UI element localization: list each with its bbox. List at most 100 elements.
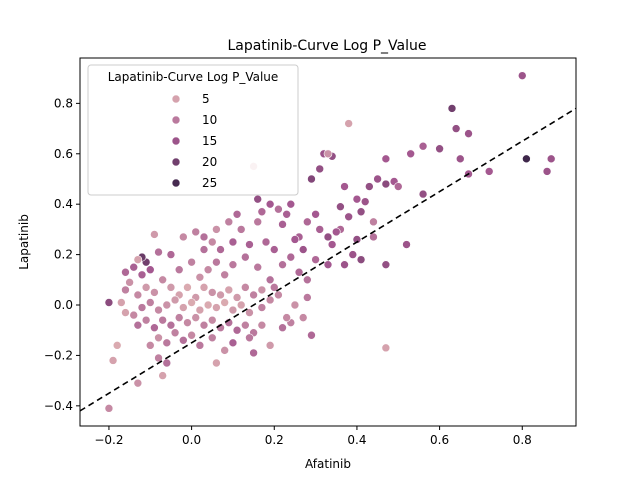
data-point: [484, 167, 494, 176]
data-point: [191, 227, 201, 237]
data-point: [145, 265, 155, 275]
chart-title: Lapatinib-Curve Log P_Value: [227, 38, 426, 54]
data-point: [154, 333, 163, 343]
data-point: [154, 353, 163, 363]
data-point: [158, 315, 167, 325]
data-point: [303, 217, 312, 227]
data-point: [546, 154, 556, 164]
data-point: [154, 305, 163, 315]
data-point: [352, 235, 362, 244]
data-point: [104, 404, 114, 413]
y-tick-label: 0.4: [54, 197, 73, 211]
data-point: [183, 318, 192, 327]
data-point: [145, 341, 155, 350]
x-axis: −0.2 0.0 0.2 0.4 0.6 0.8: [94, 426, 532, 447]
data-point: [323, 260, 333, 269]
data-point: [195, 341, 205, 350]
data-point: [298, 313, 308, 322]
x-tick-label: 0.6: [430, 433, 449, 447]
data-point: [207, 315, 217, 325]
data-point: [162, 300, 172, 310]
data-point: [199, 232, 209, 242]
data-point: [179, 335, 188, 345]
data-point: [307, 330, 316, 340]
data-point: [336, 202, 345, 212]
legend-box: [87, 64, 299, 196]
data-point: [274, 204, 283, 214]
data-point: [137, 303, 147, 312]
data-point: [203, 265, 213, 275]
data-point: [145, 298, 155, 307]
data-point: [129, 310, 139, 320]
data-point: [455, 154, 465, 164]
data-point: [269, 245, 279, 254]
data-point: [141, 283, 151, 292]
data-point: [133, 320, 143, 330]
data-point: [162, 338, 172, 348]
data-point: [241, 320, 250, 330]
data-point: [179, 303, 188, 312]
data-point: [117, 298, 126, 307]
data-point: [356, 255, 366, 264]
data-point: [323, 232, 333, 242]
data-point: [542, 167, 552, 176]
data-point: [278, 220, 287, 229]
data-point: [141, 315, 151, 325]
legend-label: 10: [202, 113, 217, 127]
data-point: [360, 197, 370, 206]
data-point: [220, 298, 229, 307]
data-point: [220, 346, 229, 355]
legend-marker: [171, 115, 181, 125]
data-point: [340, 260, 349, 269]
data-point: [369, 217, 378, 227]
data-point: [257, 320, 267, 330]
data-point: [232, 209, 242, 219]
data-point: [108, 356, 118, 365]
data-point: [166, 320, 176, 330]
data-point: [212, 358, 221, 368]
data-point: [265, 295, 275, 305]
data-point: [348, 250, 358, 259]
data-point: [241, 252, 250, 262]
data-point: [199, 283, 209, 292]
data-point: [212, 225, 221, 234]
data-point: [212, 303, 221, 312]
data-point: [257, 303, 267, 312]
legend-marker: [171, 178, 181, 188]
data-point: [174, 313, 184, 322]
legend-title: Lapatinib-Curve Log P_Value: [108, 70, 279, 84]
data-point: [381, 260, 391, 269]
data-point: [174, 265, 184, 275]
data-point: [315, 225, 325, 234]
legend-label: 5: [202, 92, 210, 106]
data-point: [522, 154, 531, 164]
y-tick-label: −0.2: [44, 348, 73, 362]
data-point: [290, 235, 300, 244]
data-point: [228, 338, 238, 348]
data-point: [294, 267, 304, 277]
data-point: [393, 182, 403, 191]
data-point: [216, 290, 225, 300]
data-point: [265, 199, 275, 209]
data-point: [228, 305, 238, 315]
data-point: [199, 245, 209, 254]
data-point: [187, 330, 196, 340]
x-tick-label: 0.2: [265, 433, 284, 447]
data-point: [150, 230, 159, 239]
data-point: [311, 209, 320, 219]
data-point: [154, 247, 163, 257]
data-point: [274, 290, 283, 300]
data-point: [179, 232, 188, 242]
data-point: [245, 333, 254, 343]
data-point: [344, 119, 353, 128]
data-point: [104, 298, 114, 307]
data-point: [257, 285, 267, 295]
data-point: [183, 283, 192, 292]
data-point: [253, 217, 263, 227]
data-point: [207, 237, 217, 247]
data-point: [245, 308, 254, 317]
legend-marker: [171, 157, 181, 167]
data-point: [323, 149, 333, 159]
plot-frame: [79, 57, 577, 427]
